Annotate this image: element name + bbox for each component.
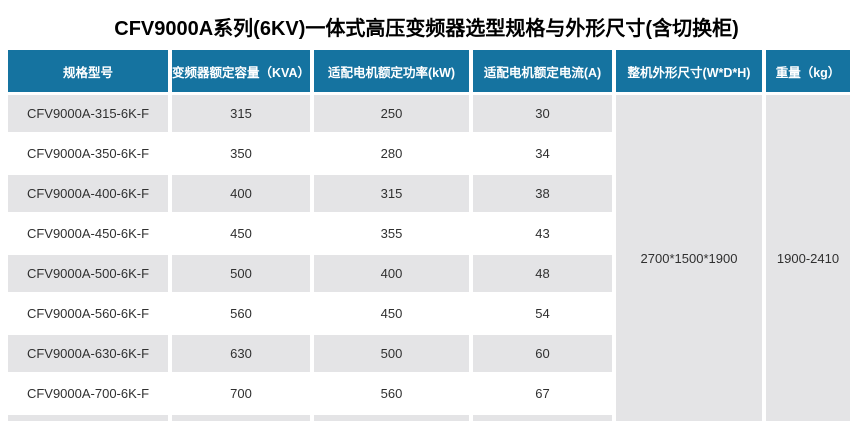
cell-current: 60 [473, 335, 612, 372]
cell-capacity: 630 [172, 335, 310, 372]
column-header-current: 适配电机额定电流(A) [473, 50, 612, 92]
cell-power: 280 [314, 135, 469, 172]
spec-table: 规格型号 变频器额定容量（KVA） 适配电机额定功率(kW) 适配电机额定电流(… [8, 50, 850, 421]
cell-dimensions-merged: 2700*1500*1900 [616, 95, 762, 421]
cell-power: 450 [314, 295, 469, 332]
page-title: CFV9000A系列(6KV)一体式高压变频器选型规格与外形尺寸(含切换柜) [114, 17, 739, 40]
cell-model: CFV9000A-560-6K-F [8, 295, 168, 332]
cell-power: 400 [314, 255, 469, 292]
cell-weight-merged: 1900-2410 [766, 95, 850, 421]
cell-current: 38 [473, 175, 612, 212]
column-header-capacity: 变频器额定容量（KVA） [172, 50, 310, 92]
cutoff-row-cell [314, 415, 469, 421]
cell-capacity: 500 [172, 255, 310, 292]
cell-current: 30 [473, 95, 612, 132]
cell-capacity: 700 [172, 375, 310, 412]
cell-current: 54 [473, 295, 612, 332]
cutoff-row-cell [473, 415, 612, 421]
column-header-dimensions: 整机外形尺寸(W*D*H) [616, 50, 762, 92]
cell-model: CFV9000A-400-6K-F [8, 175, 168, 212]
cell-current: 48 [473, 255, 612, 292]
cell-capacity: 350 [172, 135, 310, 172]
cutoff-row-cell [172, 415, 310, 421]
cell-model: CFV9000A-630-6K-F [8, 335, 168, 372]
cell-capacity: 560 [172, 295, 310, 332]
cell-model: CFV9000A-700-6K-F [8, 375, 168, 412]
cell-current: 67 [473, 375, 612, 412]
cell-power: 355 [314, 215, 469, 252]
cell-power: 500 [314, 335, 469, 372]
cell-capacity: 450 [172, 215, 310, 252]
cell-capacity: 400 [172, 175, 310, 212]
column-header-weight: 重量（kg） [766, 50, 850, 92]
column-header-model: 规格型号 [8, 50, 168, 92]
cell-model: CFV9000A-500-6K-F [8, 255, 168, 292]
cell-power: 250 [314, 95, 469, 132]
cutoff-row-cell [8, 415, 168, 421]
cell-model: CFV9000A-450-6K-F [8, 215, 168, 252]
cell-model: CFV9000A-350-6K-F [8, 135, 168, 172]
cell-power: 560 [314, 375, 469, 412]
cell-model: CFV9000A-315-6K-F [8, 95, 168, 132]
cell-current: 34 [473, 135, 612, 172]
cell-power: 315 [314, 175, 469, 212]
column-header-power: 适配电机额定功率(kW) [314, 50, 469, 92]
cell-current: 43 [473, 215, 612, 252]
cell-capacity: 315 [172, 95, 310, 132]
